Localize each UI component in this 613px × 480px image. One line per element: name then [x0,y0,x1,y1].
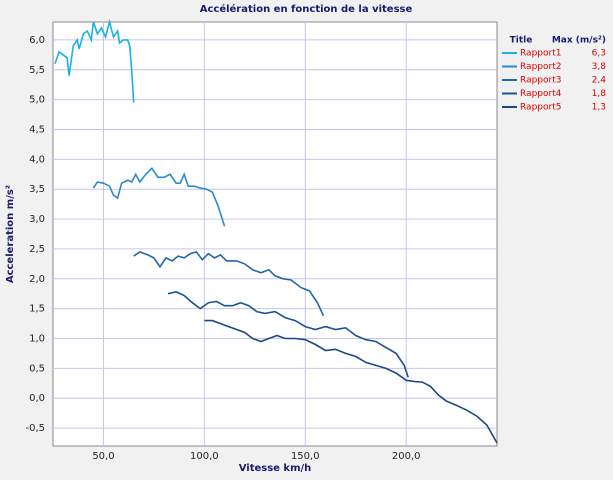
legend-header: Max (m/s²) [552,36,606,46]
y-tick-label: -0,5 [25,423,45,434]
series-line [133,250,325,317]
y-tick-label: 5,0 [29,95,45,106]
y-tick-label: 2,5 [29,244,45,255]
legend-max: 1,3 [592,103,606,113]
series-line [204,319,498,444]
legend-label: Rapport4 [520,89,562,99]
legend-label: Rapport1 [520,49,561,59]
y-tick-label: 0,5 [29,363,45,374]
y-tick-label: 0,0 [29,393,45,404]
y-tick-label: 3,0 [29,214,45,225]
y-tick-label: 1,0 [29,334,45,345]
legend-max: 6,3 [592,49,606,59]
y-tick-label: 3,5 [29,184,45,195]
y-axis-label: Acceleration m/s² [5,185,16,283]
y-tick-label: 4,5 [29,124,45,135]
x-tick-label: 200,0 [392,451,421,462]
series-line [167,291,409,378]
y-tick-label: 4,0 [29,154,45,165]
y-tick-label: 5,5 [29,65,45,76]
x-axis-label: Vitesse km/h [239,463,312,474]
series-line [92,167,226,227]
series-line [54,18,135,103]
legend-max: 1,8 [592,89,607,99]
y-tick-label: 6,0 [29,35,45,46]
legend-label: Rapport3 [520,76,561,86]
legend-label: Rapport2 [520,62,561,72]
legend-max: 3,8 [592,62,607,72]
x-tick-label: 100,0 [190,451,219,462]
x-tick-label: 50,0 [92,451,114,462]
legend-header: Title [510,36,533,46]
legend-max: 2,4 [592,76,607,86]
y-tick-label: 1,5 [29,304,45,315]
chart-title: Accélération en fonction de la vitesse [200,3,413,15]
plot-area [52,21,498,447]
legend-label: Rapport5 [520,103,561,113]
y-tick-label: 2,0 [29,274,45,285]
x-tick-label: 150,0 [291,451,320,462]
